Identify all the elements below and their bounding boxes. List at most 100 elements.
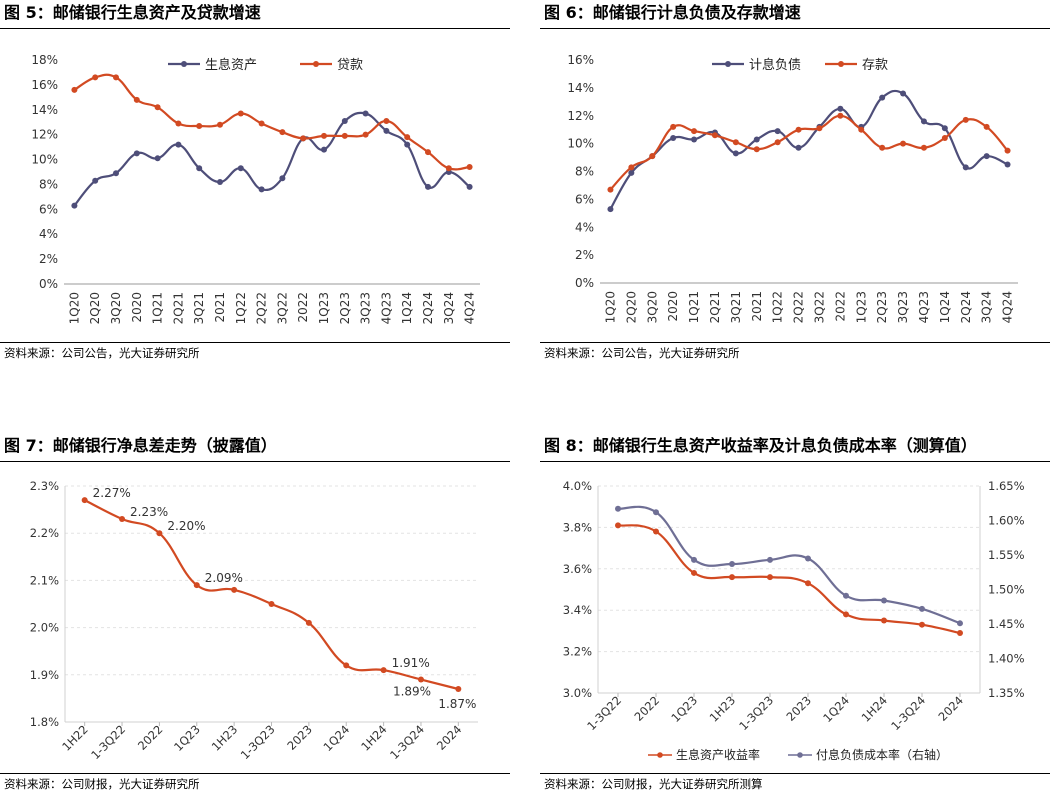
data-point — [133, 150, 140, 157]
x-tick-label: 2Q21 — [171, 292, 185, 324]
x-tick-label: 1Q20 — [603, 291, 617, 323]
data-point — [837, 105, 844, 112]
y2-tick-label: 1.65% — [988, 479, 1025, 493]
data-point — [956, 620, 963, 627]
data-point — [900, 140, 907, 147]
data-point — [920, 144, 927, 151]
legend-label: 生息资产 — [205, 57, 257, 73]
y-tick-label: 2% — [575, 248, 594, 262]
legend-marker — [797, 752, 803, 758]
title-rule — [540, 28, 1050, 29]
data-point — [466, 183, 473, 190]
x-tick-label: 2Q23 — [338, 292, 352, 324]
x-tick-label: 4Q24 — [1001, 291, 1015, 323]
data-point — [258, 186, 265, 193]
legend-marker — [181, 61, 187, 67]
y-tick-label: 6% — [575, 192, 594, 206]
data-point — [383, 117, 390, 124]
y-tick-label: 1.9% — [30, 668, 59, 682]
data-point — [268, 601, 275, 607]
data-label: 1.89% — [393, 685, 431, 699]
y2-tick-label: 1.50% — [988, 583, 1025, 597]
data-point — [258, 120, 265, 127]
data-point — [237, 110, 244, 117]
x-tick-label: 2022 — [135, 722, 166, 753]
x-tick-label: 1-3Q24 — [888, 693, 928, 733]
data-point — [880, 597, 887, 604]
data-point — [196, 122, 203, 129]
data-point — [1004, 147, 1011, 154]
data-point — [362, 131, 369, 138]
data-point — [649, 153, 656, 160]
data-label: 2.09% — [205, 571, 243, 585]
data-point — [983, 123, 990, 130]
data-point — [404, 134, 411, 141]
x-tick-label: 1-3Q22 — [88, 722, 128, 762]
data-point — [842, 592, 849, 599]
x-tick-label: 4Q23 — [379, 292, 393, 324]
source-rule — [540, 342, 1050, 343]
data-point — [71, 86, 78, 93]
data-point — [670, 135, 677, 142]
data-point — [425, 149, 431, 156]
data-point — [154, 104, 161, 111]
data-point — [133, 96, 140, 103]
y-tick-label: 3.2% — [563, 645, 592, 659]
x-tick-label: 2021 — [750, 291, 764, 322]
x-tick-label: 2Q20 — [88, 292, 102, 324]
y2-tick-label: 1.60% — [988, 514, 1025, 528]
data-point — [767, 556, 774, 563]
y-tick-label: 6% — [39, 202, 58, 216]
x-tick-label: 1Q23 — [854, 291, 868, 323]
data-point — [279, 129, 286, 136]
data-point — [795, 144, 802, 151]
chart-6: 0% 2% 4% 6% 8% 10% 12% 14% 16% 1Q20 2Q20 3Q20 2020 1Q… — [567, 53, 1018, 323]
series-line — [617, 524, 961, 635]
data-point — [628, 169, 635, 176]
data-point — [321, 146, 327, 153]
x-tick-label: 1Q22 — [771, 291, 785, 323]
data-point — [279, 175, 286, 182]
x-tick-label: 1Q21 — [151, 292, 165, 324]
x-tick-label: 2Q23 — [875, 291, 889, 323]
x-tick-label: 2023 — [284, 722, 315, 753]
data-point — [729, 560, 736, 567]
title-rule — [0, 461, 510, 462]
data-point — [71, 202, 78, 209]
y-tick-label: 10% — [567, 137, 594, 151]
x-tick-label: 2Q22 — [792, 291, 806, 323]
data-point — [193, 582, 200, 589]
y-tick-label: 0% — [575, 276, 594, 290]
data-point — [196, 165, 203, 172]
x-tick-label: 3Q22 — [812, 291, 826, 323]
data-point — [217, 178, 223, 185]
x-tick-label: 1Q23 — [317, 292, 331, 324]
legend-marker — [838, 61, 844, 67]
y-tick-label: 3.4% — [563, 603, 592, 617]
y-tick-label: 16% — [567, 53, 594, 67]
data-point — [341, 117, 348, 124]
x-tick-label: 1H24 — [859, 693, 891, 725]
x-tick-label: 1Q20 — [67, 292, 81, 324]
data-point — [842, 611, 849, 618]
x-tick-label: 2024 — [434, 722, 465, 753]
legend-label: 付息负债成本率（右轴） — [816, 747, 948, 762]
data-point — [154, 155, 161, 162]
legend-label: 存款 — [862, 58, 888, 73]
data-point — [670, 123, 677, 130]
data-point — [615, 522, 622, 529]
data-point — [983, 153, 990, 160]
x-tick-label: 2022 — [833, 291, 847, 322]
data-point — [962, 116, 969, 123]
data-point — [119, 516, 126, 523]
y-tick-label: 4% — [575, 220, 594, 234]
data-point — [175, 141, 182, 148]
x-tick-label: 1H23 — [209, 722, 241, 754]
x-tick-label: 1-3Q23 — [238, 722, 278, 762]
legend-marker — [313, 61, 319, 67]
x-tick-label: 1Q23 — [171, 722, 203, 754]
x-tick-label: 3Q20 — [109, 292, 123, 324]
series-line — [73, 111, 471, 207]
y-tick-label: 4% — [39, 227, 58, 241]
